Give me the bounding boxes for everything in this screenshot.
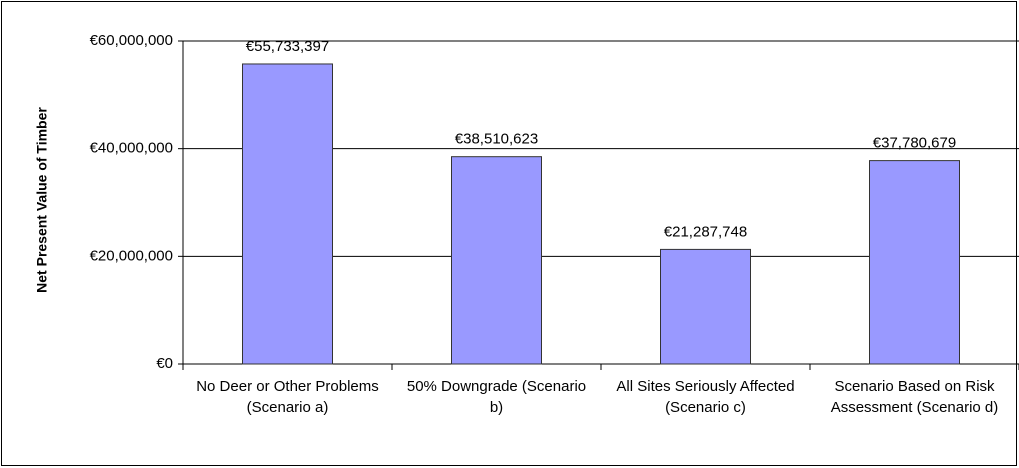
y-axis-label: Net Present Value of Timber (34, 107, 50, 293)
x-tick-label: Scenario Based on Risk Assessment (Scena… (830, 378, 999, 416)
x-tick-label: All Sites Seriously Affected (Scenario c… (616, 378, 795, 416)
y-tick-label: €40,000,000 (90, 140, 173, 157)
y-tick-label: €20,000,000 (90, 247, 173, 264)
value-label: €37,780,679 (873, 135, 956, 152)
value-label: €55,733,397 (246, 38, 329, 55)
x-tick-label: No Deer or Other Problems (Scenario a) (196, 378, 379, 416)
x-tick-label: 50% Downgrade (Scenario b) (406, 378, 587, 416)
bar (451, 156, 542, 365)
y-tick-label: €0 (156, 355, 173, 372)
value-label: €21,287,748 (664, 223, 747, 240)
y-tick-label: €60,000,000 (90, 32, 173, 49)
bar (242, 63, 333, 365)
bar (869, 160, 960, 365)
bar (660, 248, 751, 365)
value-label: €38,510,623 (455, 131, 538, 148)
